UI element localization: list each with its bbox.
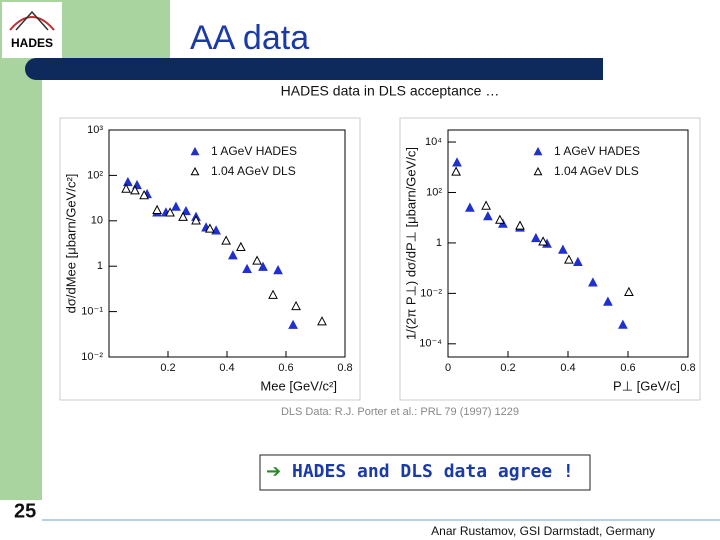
y-tick-label: 10² (87, 169, 103, 181)
data-point (228, 250, 238, 260)
y-axis-label: 1/(2π P⊥) dσ/dP⊥ [μbarn/GeV/c] (403, 147, 418, 340)
logo-text: HADES (11, 36, 53, 50)
data-point (178, 211, 188, 221)
x-tick-label: 0.6 (278, 362, 293, 374)
data-point (165, 207, 175, 217)
conclusion: HADES and DLS data agree ! (292, 461, 574, 482)
data-point (121, 183, 131, 193)
x-axis-label: P⊥ [GeV/c] (613, 378, 680, 393)
chart-frame (59, 117, 361, 401)
data-point (495, 214, 505, 224)
y-tick-label: 10⁻² (81, 351, 103, 363)
x-tick-label: 0 (445, 362, 451, 374)
slide-title: AA data (190, 19, 309, 57)
x-tick-label: 0.4 (560, 362, 575, 374)
data-point (515, 220, 525, 230)
subtitle: HADES data in DLS acceptance … (281, 83, 500, 99)
legend-marker (190, 166, 200, 176)
data-point (268, 289, 278, 299)
legend-marker (533, 166, 543, 176)
data-point (191, 215, 201, 225)
data-point (558, 244, 568, 254)
data-point (139, 189, 149, 200)
y-tick-label: 10⁻⁴ (419, 338, 442, 350)
y-tick-label: 10⁴ (425, 136, 442, 148)
x-tick-label: 0.2 (500, 362, 515, 374)
y-tick-label: 10⁻² (420, 287, 442, 299)
footer: Anar Rustamov, GSI Darmstadt, Germany (431, 524, 655, 538)
x-tick-label: 0.6 (620, 362, 635, 374)
y-tick-label: 10⁻¹ (81, 306, 103, 318)
title-bar (25, 58, 603, 80)
legend-marker (190, 146, 200, 156)
logo-lines (15, 10, 49, 31)
conclusion-box (259, 454, 591, 491)
y-tick-label: 1 (97, 260, 103, 272)
caption: DLS Data: R.J. Porter et al.: PRL 79 (19… (281, 406, 519, 418)
data-point (564, 254, 574, 264)
x-tick-label: 0.8 (337, 362, 352, 374)
y-tick-label: 10³ (87, 124, 103, 136)
data-point (258, 261, 268, 271)
legend-label: 1 AGeV HADES (211, 144, 297, 158)
y-tick-label: 10² (426, 186, 442, 198)
data-point (181, 205, 191, 216)
x-axis-label: Mee [GeV/c²] (260, 378, 337, 393)
data-point (171, 201, 181, 211)
data-point (317, 316, 327, 326)
data-point (288, 319, 298, 329)
logo-arc (9, 16, 55, 31)
data-point (624, 286, 634, 296)
legend-marker (533, 146, 543, 156)
y-tick-label: 10 (91, 215, 103, 227)
data-point (538, 236, 548, 246)
data-point (235, 241, 246, 252)
page-number: 25 (14, 500, 36, 522)
data-point (242, 263, 252, 274)
data-point (252, 255, 262, 265)
legend-label: 1.04 AGeV DLS (211, 164, 296, 178)
data-point (130, 185, 140, 195)
legend-label: 1 AGeV HADES (554, 144, 640, 158)
x-tick-label: 0.2 (160, 362, 175, 374)
data-point (452, 157, 462, 167)
data-point (465, 202, 475, 212)
data-point (531, 232, 541, 243)
legend-label: 1.04 AGeV DLS (554, 164, 639, 178)
x-tick-label: 0.8 (680, 362, 695, 374)
data-point (603, 296, 613, 306)
y-tick-label: 1 (436, 237, 442, 249)
data-point (483, 211, 493, 221)
data-point (122, 176, 133, 187)
side-strip (0, 0, 42, 500)
data-point (205, 223, 215, 233)
data-point (573, 256, 583, 266)
arrow-icon: ➔ (266, 461, 281, 481)
y-axis-label: dσ/dMee [μbarn/GeV/c²] (63, 174, 78, 314)
data-point (291, 300, 301, 311)
chart-frame (399, 117, 701, 401)
data-point (618, 319, 628, 329)
data-point (451, 166, 461, 176)
data-point (481, 200, 491, 210)
data-point (152, 204, 162, 214)
data-point (221, 235, 231, 245)
data-point (588, 277, 598, 287)
x-tick-label: 0.4 (219, 362, 234, 374)
data-point (273, 265, 283, 275)
